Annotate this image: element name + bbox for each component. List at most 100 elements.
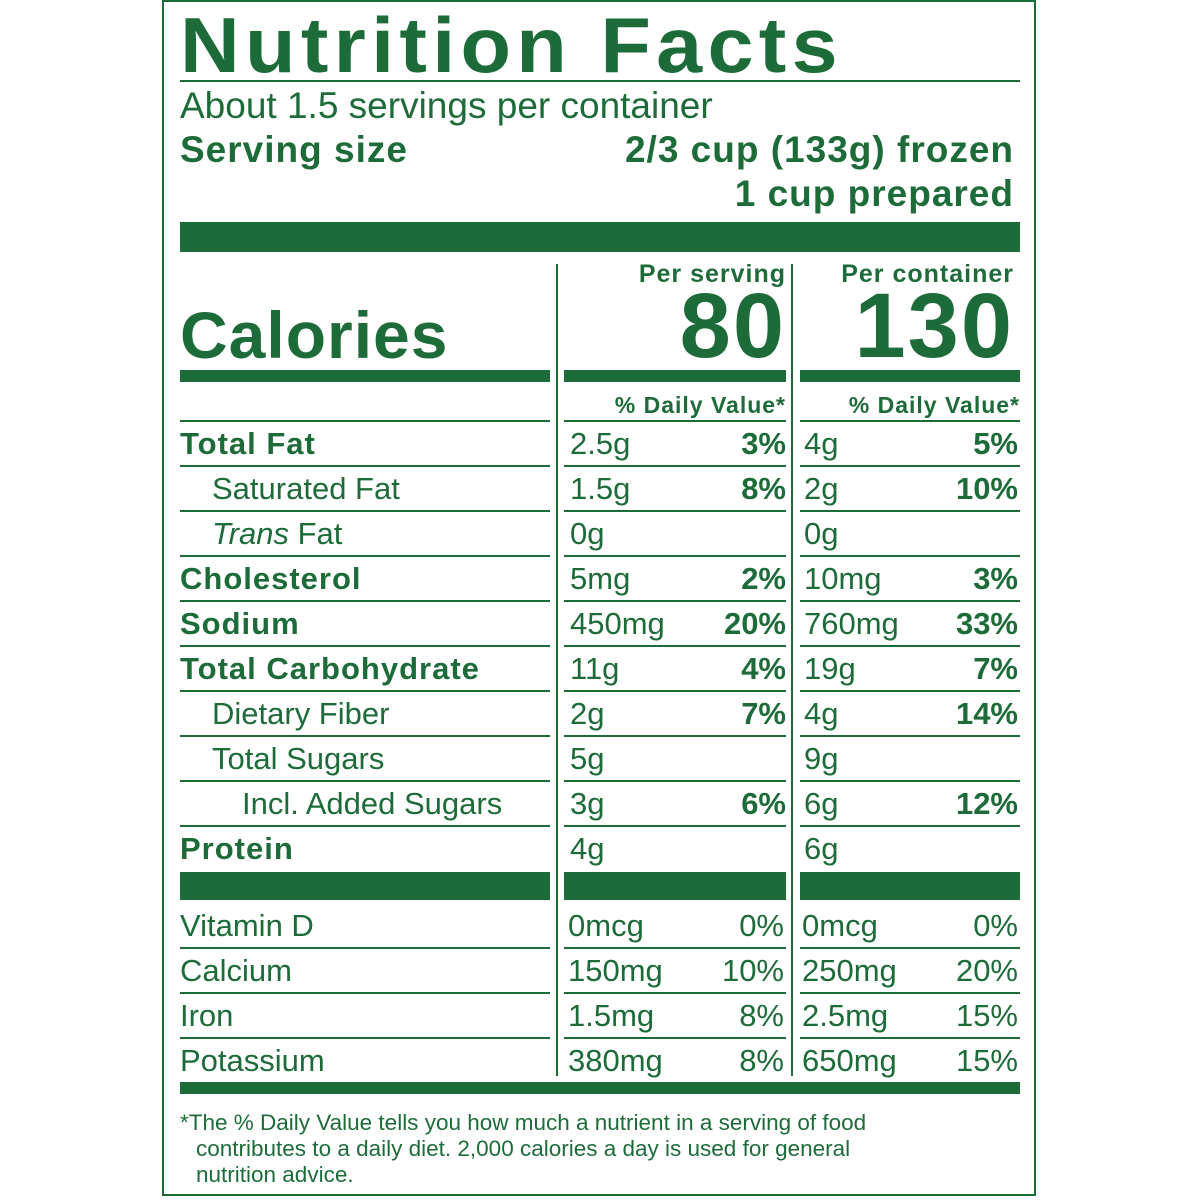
row-rule-left xyxy=(180,465,550,467)
row-rule-right xyxy=(800,465,1020,467)
container-amount: 4g xyxy=(804,696,839,731)
vitamin-name: Potassium xyxy=(180,1043,325,1078)
container-amount: 19g xyxy=(804,651,856,686)
container-daily-value: 10% xyxy=(955,471,1018,506)
nutrition-label xyxy=(162,0,1036,1196)
serving-amount: 11g xyxy=(570,651,620,686)
footnote-line-1: *The % Daily Value tells you how much a … xyxy=(180,1110,867,1135)
container-amount: 10mg xyxy=(804,561,882,596)
calories-rule-left xyxy=(180,370,550,382)
row-rule-right xyxy=(800,555,1020,557)
serving-amount: 0g xyxy=(570,516,605,551)
vitamin-serving-amount: 0mcg xyxy=(568,908,644,943)
serving-amount: 5g xyxy=(570,741,605,776)
vitamin-rule-left xyxy=(180,992,550,994)
container-amount: 4g xyxy=(804,426,839,461)
vitamin-container-amount: 0mcg xyxy=(802,908,878,943)
row-rule-mid xyxy=(564,645,786,647)
serving-amount: 3g xyxy=(570,786,605,821)
serving-daily-value: 4% xyxy=(741,651,786,686)
row-rule-mid xyxy=(564,735,786,737)
vitamin-rule-right xyxy=(800,947,1020,949)
row-rule-mid xyxy=(564,690,786,692)
vitamin-rule-left xyxy=(180,947,550,949)
nutrient-name: Protein xyxy=(180,831,294,866)
calories-rule-right xyxy=(800,370,1020,382)
container-amount: 760mg xyxy=(804,606,899,641)
row-rule-right xyxy=(800,420,1020,422)
nutrient-name: Saturated Fat xyxy=(212,471,400,506)
column-divider-1 xyxy=(556,264,558,1076)
serving-amount: 4g xyxy=(570,831,605,866)
vitamin-container-daily-value: 15% xyxy=(955,1043,1018,1078)
row-rule-left xyxy=(180,825,550,827)
nutrient-name: Dietary Fiber xyxy=(212,696,390,731)
nutrient-name: Total Sugars xyxy=(212,741,385,776)
footnote: *The % Daily Value tells you how much a … xyxy=(180,1110,1020,1188)
nutrient-name: Total Carbohydrate xyxy=(180,651,480,686)
vitamin-name: Vitamin D xyxy=(180,908,314,943)
nutrient-name-italic: Trans xyxy=(212,516,289,551)
row-rule-right xyxy=(800,825,1020,827)
row-rule-left xyxy=(180,735,550,737)
container-amount: 6g xyxy=(804,786,839,821)
vitamin-container-amount: 2.5mg xyxy=(802,998,889,1033)
calories-rule-mid xyxy=(564,370,786,382)
row-rule-mid xyxy=(564,420,786,422)
container-daily-value: 7% xyxy=(973,651,1018,686)
row-rule-mid xyxy=(564,555,786,557)
row-rule-left xyxy=(180,780,550,782)
vitamin-rule-left xyxy=(180,1037,550,1039)
row-rule-mid xyxy=(564,600,786,602)
row-rule-left xyxy=(180,690,550,692)
row-rule-left xyxy=(180,555,550,557)
serving-size-value-2: 1 cup prepared xyxy=(734,173,1014,214)
row-rule-right xyxy=(800,780,1020,782)
serving-daily-value: 2% xyxy=(741,561,786,596)
column-divider-2 xyxy=(791,264,793,1076)
thick-rule-vitamins-left xyxy=(180,872,550,900)
serving-amount: 450mg xyxy=(570,606,665,641)
vitamin-rule-mid xyxy=(564,1037,786,1039)
vitamin-serving-amount: 150mg xyxy=(568,953,663,988)
label-title: Nutrition Facts xyxy=(180,1,843,89)
nutrient-name: Total Fat xyxy=(180,426,316,461)
thick-rule-vitamins-mid xyxy=(564,872,786,900)
container-daily-value: 33% xyxy=(955,606,1018,641)
vitamin-container-amount: 250mg xyxy=(802,953,897,988)
row-rule-left xyxy=(180,645,550,647)
row-rule-right xyxy=(800,645,1020,647)
container-amount: 2g xyxy=(804,471,839,506)
vitamin-name: Iron xyxy=(180,998,234,1033)
row-rule-right xyxy=(800,690,1020,692)
row-rule-right xyxy=(800,510,1020,512)
serving-amount: 5mg xyxy=(570,561,631,596)
vitamin-rule-right xyxy=(800,992,1020,994)
vitamin-serving-daily-value: 8% xyxy=(739,998,784,1033)
vitamin-rule-right xyxy=(800,1037,1020,1039)
serving-amount: 2g xyxy=(570,696,605,731)
row-rule-left xyxy=(180,600,550,602)
vitamin-rule-mid xyxy=(564,992,786,994)
serving-daily-value: 20% xyxy=(723,606,786,641)
vitamin-name: Calcium xyxy=(180,953,292,988)
vitamin-rule-mid xyxy=(564,947,786,949)
nutrient-name: Sodium xyxy=(180,606,300,641)
vitamin-serving-amount: 1.5mg xyxy=(568,998,655,1033)
container-amount: 0g xyxy=(804,516,839,551)
calories-per-container: 130 xyxy=(854,275,1014,377)
servings-per-container: About 1.5 servings per container xyxy=(180,85,713,126)
serving-size-label: Serving size xyxy=(180,129,408,170)
container-daily-value: 12% xyxy=(955,786,1018,821)
row-rule-left xyxy=(180,420,550,422)
container-amount: 6g xyxy=(804,831,839,866)
vitamin-serving-daily-value: 0% xyxy=(739,908,784,943)
container-daily-value: 3% xyxy=(973,561,1018,596)
container-daily-value: 5% xyxy=(973,426,1018,461)
vitamin-container-daily-value: 15% xyxy=(955,998,1018,1033)
nutrient-name-rest: Fat xyxy=(288,516,343,551)
row-rule-right xyxy=(800,735,1020,737)
serving-daily-value: 8% xyxy=(741,471,786,506)
nutrient-name: Incl. Added Sugars xyxy=(242,786,503,821)
container-daily-value: 14% xyxy=(955,696,1018,731)
